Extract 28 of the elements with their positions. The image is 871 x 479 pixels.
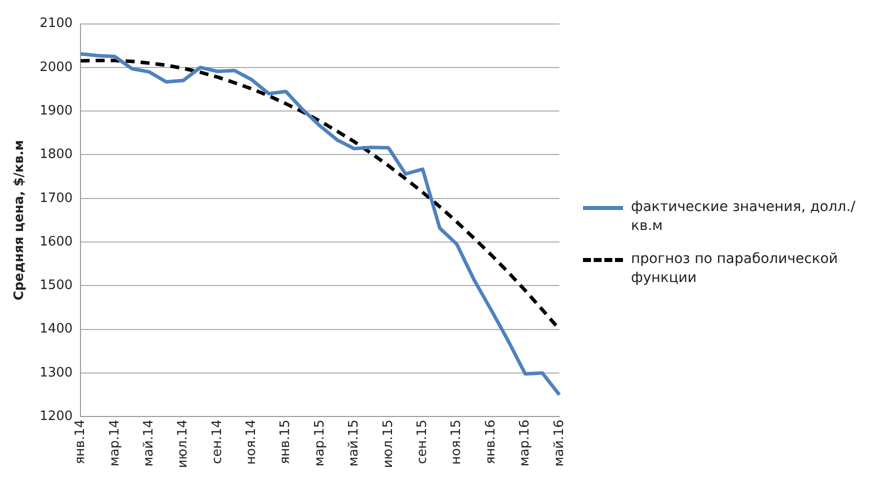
- y-tick-label: 1900: [40, 103, 73, 118]
- y-tick-label: 1200: [40, 409, 73, 424]
- x-tick-label: янв.16: [483, 420, 498, 464]
- legend-label: фактические значения, долл./кв.м: [631, 198, 856, 236]
- y-tick-label: 2000: [40, 60, 73, 75]
- x-tick-label: янв.15: [278, 420, 294, 464]
- x-tick-label: июл.15: [380, 420, 396, 468]
- y-tick-label: 1400: [40, 322, 73, 337]
- x-tick-label: сен.15: [415, 420, 430, 464]
- x-tick-label: мар.16: [518, 420, 533, 466]
- x-tick-label: ноя.15: [449, 420, 464, 465]
- x-tick-label: ноя.14: [244, 420, 260, 465]
- x-tick-label: янв.14: [73, 420, 88, 464]
- x-tick-label: май.15: [346, 420, 362, 467]
- legend-label: прогноз по параболической функции: [631, 250, 839, 288]
- y-tick-label: 1700: [40, 190, 73, 206]
- y-tick-label: 1300: [40, 365, 73, 380]
- x-tick-label: сен.14: [210, 420, 225, 464]
- y-tick-label: 1500: [40, 278, 73, 294]
- y-tick-label: 1800: [40, 147, 73, 162]
- x-tick-label: июл.14: [176, 420, 191, 468]
- y-tick-label: 2100: [40, 16, 73, 32]
- y-tick-label: 1600: [40, 234, 73, 250]
- x-tick-label: май.16: [552, 420, 567, 467]
- x-tick-label: май.14: [141, 420, 156, 467]
- y-axis-title: Средняя цена, $/кв.м: [12, 140, 28, 300]
- x-tick-label: мар.14: [107, 420, 122, 466]
- x-tick-label: мар.15: [312, 420, 328, 466]
